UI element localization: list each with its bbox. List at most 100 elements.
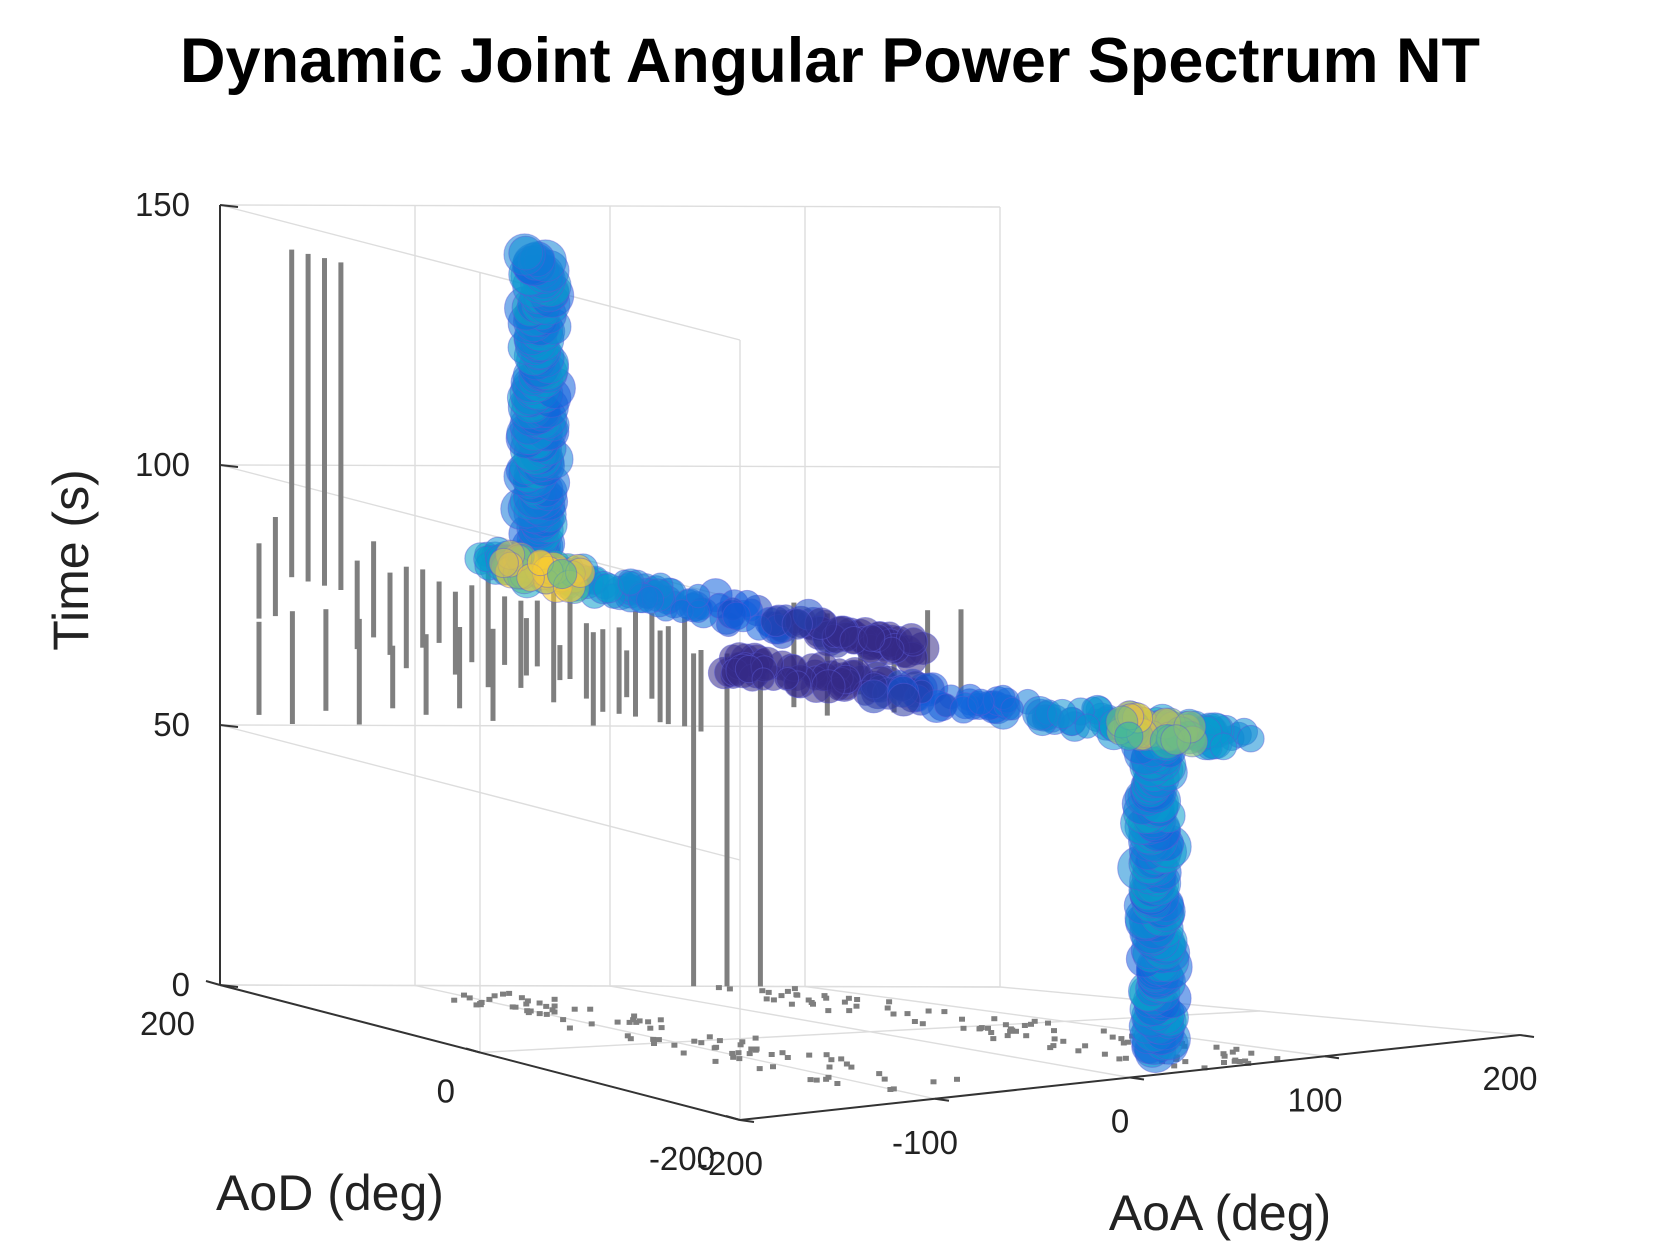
projection-bar — [551, 589, 557, 703]
projection-bar — [691, 653, 697, 987]
floor-projection — [959, 1016, 965, 1022]
floor-projection — [551, 1003, 558, 1009]
floor-projection — [466, 995, 473, 1001]
floor-projection — [549, 1007, 556, 1013]
floor-projection — [614, 1019, 621, 1025]
z-tick-mark — [219, 204, 239, 208]
floor-projection — [551, 996, 558, 1002]
floor-projection — [730, 1054, 737, 1060]
floor-projection — [698, 1040, 705, 1046]
floor-projection — [627, 1036, 634, 1042]
floor-projection — [715, 985, 722, 991]
floor-projection — [843, 1061, 850, 1067]
floor-projection — [451, 997, 458, 1003]
spectrum-point — [488, 547, 519, 579]
floor-projection — [791, 986, 798, 992]
floor-projection — [713, 1044, 720, 1050]
floor-projection — [1242, 1058, 1249, 1064]
floor-projection — [716, 1038, 723, 1044]
z-tick-label: 150 — [135, 186, 190, 223]
projection-bar — [420, 569, 426, 648]
projection-bar — [403, 566, 409, 669]
floor-projection — [645, 1019, 652, 1025]
floor-projection — [657, 1017, 664, 1023]
projection-bar — [289, 249, 295, 578]
floor-projection — [756, 1066, 763, 1072]
floor-projection — [524, 998, 531, 1004]
floor-projection — [825, 1008, 832, 1014]
floor-projection — [726, 986, 733, 992]
floor-projection — [523, 1001, 530, 1007]
floor-projection — [793, 992, 800, 998]
floor-projection — [737, 1042, 744, 1048]
floor-projection — [518, 995, 525, 1001]
floor-projection — [1124, 1039, 1131, 1045]
floor-projection — [636, 1018, 643, 1024]
floor-projection — [752, 1035, 759, 1041]
floor-projection — [784, 988, 791, 994]
floor-projection — [846, 1008, 853, 1014]
floor-projection — [890, 1086, 897, 1092]
spectrum-point — [1074, 713, 1100, 739]
floor-projection — [765, 989, 772, 995]
floor-projection — [886, 999, 893, 1005]
floor-projection — [512, 1004, 519, 1010]
floor-projection — [560, 1017, 567, 1023]
spectrum-point — [685, 583, 711, 609]
floor-projection — [486, 996, 493, 1002]
floor-projection — [1047, 1045, 1054, 1051]
floor-projection — [788, 1001, 795, 1007]
floor-projection — [1021, 1023, 1028, 1028]
floor-projection — [887, 1087, 894, 1092]
y-tick-label: 0 — [437, 1073, 455, 1110]
floor-projection — [626, 1019, 633, 1025]
floor-projection — [748, 1046, 755, 1052]
floor-projection — [1201, 1065, 1208, 1071]
floor-projection — [706, 1034, 713, 1040]
projection-bar — [590, 632, 596, 726]
spectrum-point — [722, 601, 752, 631]
projection-bar — [600, 629, 606, 712]
spectrum-point — [593, 572, 624, 604]
floor-projection — [807, 1077, 814, 1083]
projection-bar — [682, 617, 688, 727]
projection-bar — [649, 613, 655, 699]
projection-bar — [338, 262, 344, 590]
floor-projection — [813, 1077, 820, 1083]
floor-projection — [1232, 1057, 1239, 1063]
spectrum-point — [546, 558, 578, 590]
y-tick-mark — [465, 1047, 481, 1054]
chart-title: Dynamic Joint Angular Power Spectrum NT — [180, 26, 1480, 96]
floor-projection — [536, 1000, 543, 1006]
projection-bar — [698, 650, 704, 732]
projection-bar — [616, 627, 622, 714]
floor-projection — [506, 990, 513, 996]
x-axis-label: AoA (deg) — [1109, 1185, 1331, 1241]
floor-projection — [848, 1064, 855, 1070]
floor-projection — [985, 1025, 991, 1031]
floor-projection — [1213, 1044, 1220, 1050]
projection-bar — [657, 630, 663, 723]
projection-bar — [436, 581, 442, 643]
floor-projection — [1031, 1018, 1038, 1024]
projection-bar — [322, 258, 327, 586]
projection-bar — [423, 634, 429, 715]
z-tick-mark — [219, 724, 239, 728]
floor-projection — [806, 1052, 813, 1058]
floor-projection — [823, 995, 830, 1001]
floor-projection — [588, 1021, 595, 1027]
floor-projection — [1004, 1033, 1011, 1039]
floor-projection — [925, 1008, 932, 1014]
projection-bar — [323, 609, 329, 711]
floor-projection — [1100, 1028, 1107, 1034]
floor-projection — [954, 1076, 960, 1082]
floor-projection — [1009, 1027, 1016, 1033]
z-tick-label: 0 — [172, 966, 190, 1003]
floor-projection — [941, 1009, 948, 1015]
floor-projection — [1028, 1021, 1034, 1027]
floor-projection — [770, 1064, 776, 1070]
floor-projection — [1109, 1034, 1116, 1040]
floor-projection — [884, 1005, 891, 1011]
floor-projection — [680, 1050, 687, 1056]
floor-projection — [890, 1011, 897, 1017]
